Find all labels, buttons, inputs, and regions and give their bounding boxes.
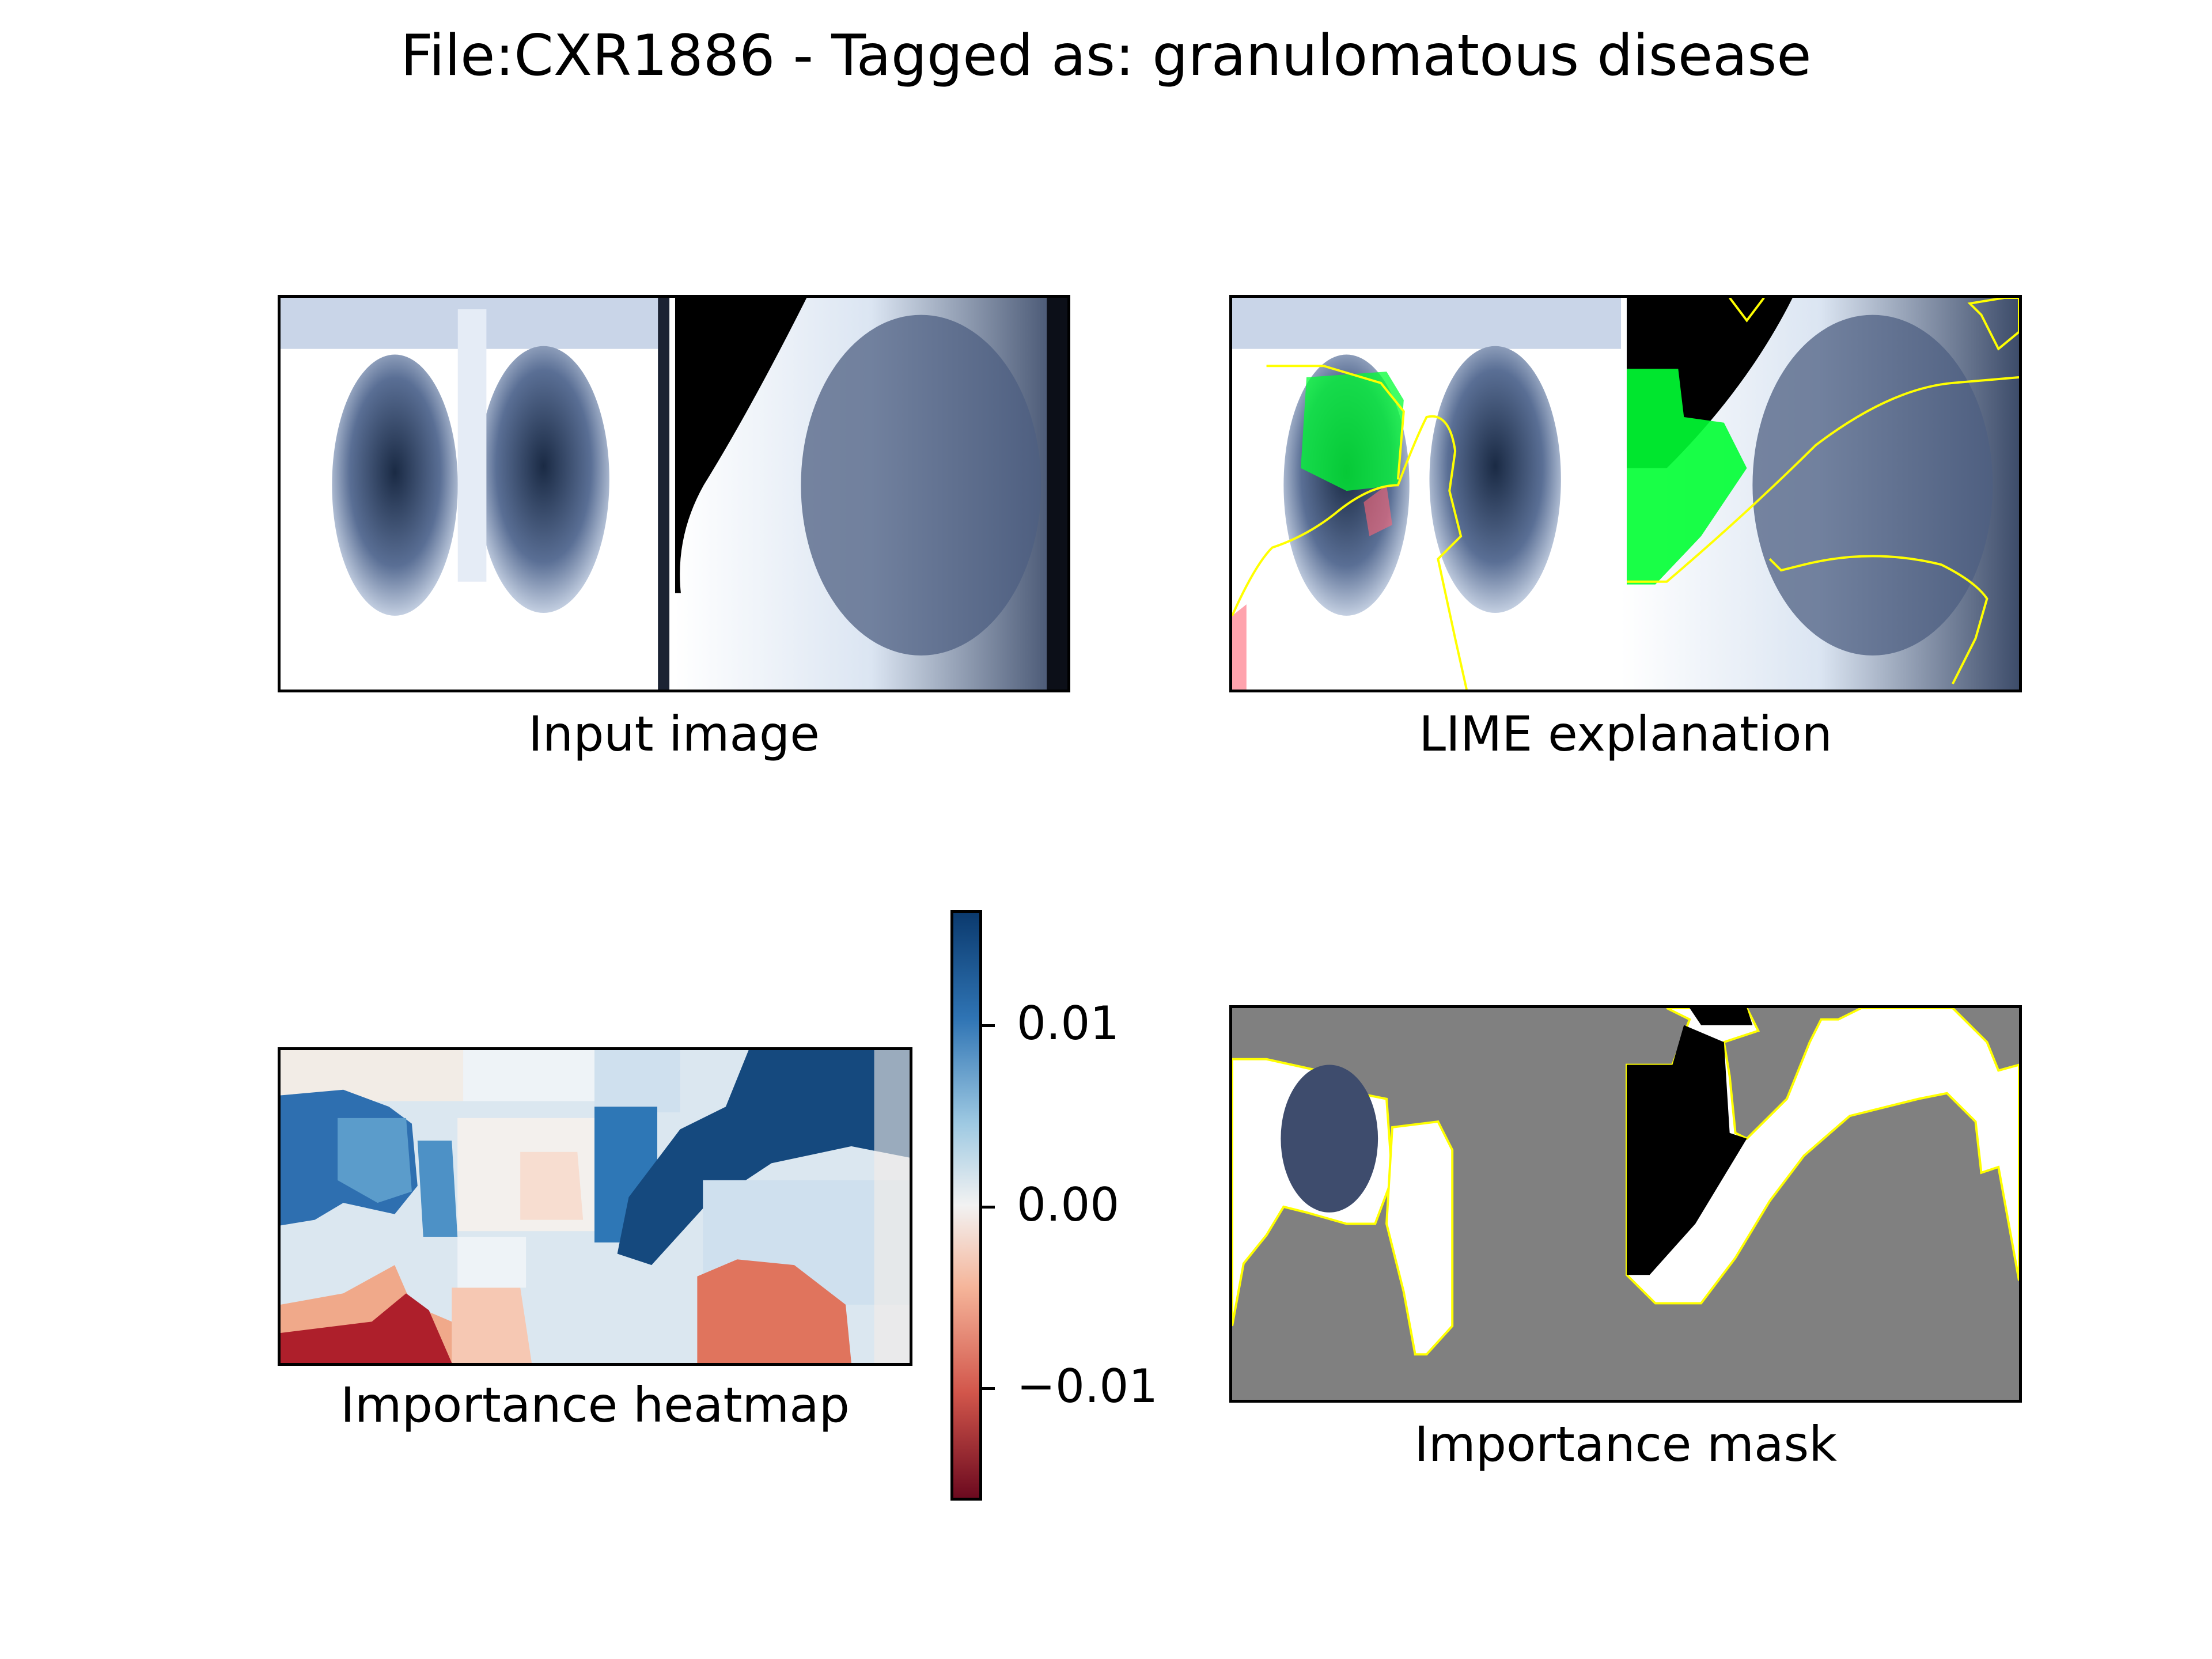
input-image-caption: Input image [528,706,820,762]
lime-explanation-panel [1229,295,2022,692]
importance-mask-panel [1229,1005,2022,1403]
colorbar-tick [982,1024,995,1027]
heatmap-image [281,1050,910,1363]
colorbar-tick [982,1387,995,1390]
colorbar-tick-label: −0.01 [1017,1359,1158,1413]
colorbar-tick [982,1206,995,1209]
heatmap-colorbar [950,910,982,1501]
mask-image [1232,1008,2019,1400]
figure-title: File:CXR1886 - Tagged as: granulomatous … [400,23,1812,89]
importance-heatmap-caption: Importance heatmap [340,1377,850,1433]
lime-explanation-caption: LIME explanation [1419,706,1832,762]
colorbar-tick-label: 0.01 [1017,997,1120,1050]
xray-input-image [281,298,1067,690]
importance-mask-caption: Importance mask [1414,1416,1837,1472]
colorbar-tick-label: 0.00 [1017,1178,1120,1232]
lime-overlay-image [1232,298,2019,690]
input-image-panel [278,295,1070,692]
importance-heatmap-panel [278,1047,912,1366]
